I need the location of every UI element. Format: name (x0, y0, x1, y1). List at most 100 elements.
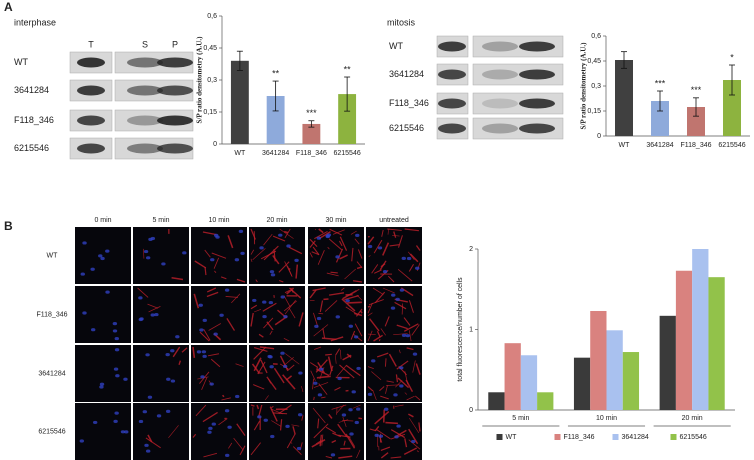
nucleus (269, 365, 274, 369)
actin-fiber (332, 229, 345, 235)
actin-fiber (380, 328, 386, 336)
blot-band (482, 41, 518, 52)
nucleus (280, 295, 285, 299)
actin-fiber (236, 423, 246, 436)
nucleus (209, 382, 214, 386)
nucleus (238, 229, 244, 233)
nucleus (317, 393, 323, 397)
actin-fiber (343, 440, 346, 446)
row-label: WT (389, 41, 403, 51)
y-tick-label: 0 (597, 133, 601, 140)
nucleus (356, 366, 361, 371)
nucleus (349, 432, 354, 436)
nucleus (395, 297, 400, 301)
actin-fiber (338, 240, 343, 247)
actin-fiber (316, 368, 330, 377)
nucleus (348, 324, 354, 328)
bar (692, 249, 709, 410)
time-label: 20 min (266, 217, 287, 224)
nucleus (399, 366, 404, 370)
actin-fiber (255, 279, 258, 283)
y-tick-label: 2 (469, 246, 473, 253)
actin-fiber (269, 330, 273, 335)
nucleus (114, 411, 119, 415)
actin-fiber (313, 324, 329, 337)
actin-fiber (279, 228, 294, 239)
nucleus (98, 254, 103, 258)
nucleus (124, 430, 129, 434)
actin-fiber (250, 228, 256, 240)
nucleus (401, 333, 407, 337)
legend-swatch (670, 434, 677, 440)
actin-fiber (207, 353, 220, 357)
row-label: 3641284 (389, 69, 424, 79)
nucleus (219, 313, 224, 317)
nucleus (114, 336, 119, 341)
actin-fiber (250, 442, 262, 456)
actin-fiber (367, 330, 373, 342)
bar (622, 352, 640, 410)
blot-band (77, 143, 105, 154)
actin-fiber (329, 228, 343, 236)
actin-fiber (288, 307, 296, 319)
nucleus (399, 288, 405, 292)
actin-fiber (318, 228, 324, 234)
genotype-label: 3641284 (38, 370, 65, 377)
blot-band (519, 98, 555, 109)
actin-fiber (273, 367, 285, 384)
bar (338, 94, 357, 144)
actin-fiber (347, 301, 362, 304)
actin-fiber (342, 354, 352, 361)
y-tick-label: 0,3 (207, 77, 217, 84)
actin-fiber (278, 404, 292, 415)
actin-fiber (396, 324, 408, 330)
nucleus (269, 270, 275, 274)
actin-fiber (252, 248, 266, 261)
actin-fiber (371, 264, 379, 274)
nucleus (374, 433, 379, 437)
nucleus (356, 407, 361, 411)
nucleus (112, 322, 118, 326)
actin-fiber (335, 355, 337, 364)
actin-fiber (258, 333, 264, 338)
bar (606, 330, 623, 410)
actin-fiber (288, 246, 303, 255)
actin-fiber (342, 419, 354, 422)
actin-fiber (272, 235, 286, 242)
bar (230, 60, 249, 144)
nucleus (150, 236, 156, 241)
actin-fiber (340, 287, 345, 291)
nucleus (399, 384, 404, 388)
actin-fiber (348, 435, 356, 447)
actin-fiber (415, 363, 421, 375)
actin-fiber (313, 423, 329, 439)
actin-fiber (253, 309, 262, 313)
actin-fiber (357, 249, 363, 259)
nucleus (201, 350, 207, 354)
actin-fiber (309, 362, 318, 368)
actin-fiber (225, 296, 238, 298)
actin-fiber (315, 359, 328, 373)
bar (723, 80, 741, 136)
y-axis-label: S/P ratio densitometry (A.U.) (196, 36, 204, 124)
micrograph (366, 345, 422, 402)
nucleus (391, 293, 396, 297)
actin-fiber (345, 364, 361, 377)
micrograph (191, 403, 247, 460)
nucleus (314, 324, 319, 328)
actin-fiber (206, 291, 219, 298)
actin-fiber (250, 258, 253, 262)
actin-fiber (330, 336, 344, 342)
actin-fiber (250, 312, 254, 327)
nucleus (138, 317, 143, 322)
nucleus (100, 256, 105, 261)
actin-fiber (358, 417, 363, 420)
x-tick-label: 3641284 (262, 150, 289, 157)
blot-band (438, 123, 466, 134)
actin-fiber (283, 295, 291, 308)
nucleus (147, 395, 153, 399)
micrograph (249, 403, 305, 460)
actin-fiber (292, 446, 302, 456)
actin-fiber (313, 396, 315, 401)
actin-fiber (317, 249, 325, 265)
